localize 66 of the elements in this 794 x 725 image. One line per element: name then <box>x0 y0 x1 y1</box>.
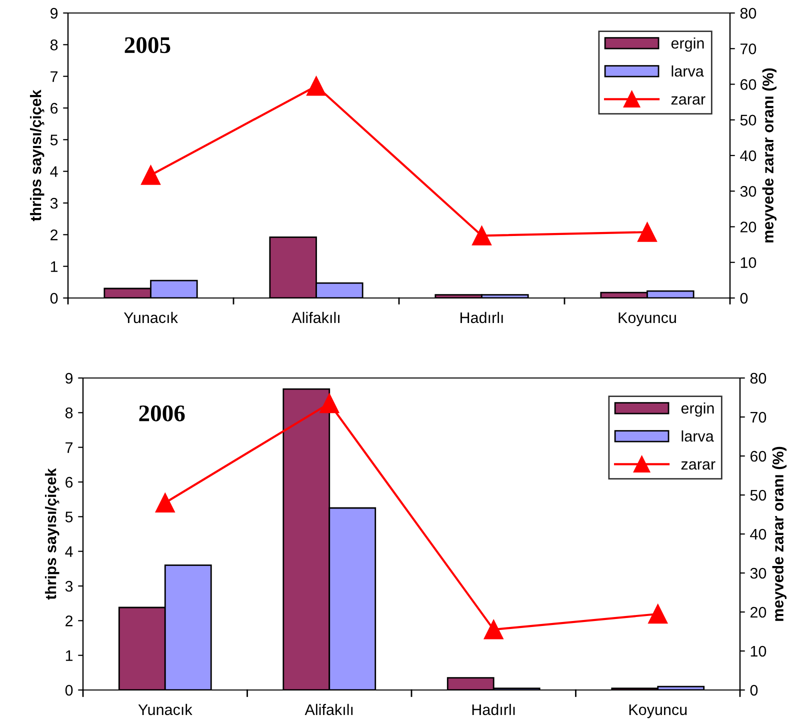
y-tick-label: 7 <box>50 71 58 82</box>
x-tick-label: Yunacık <box>138 704 192 716</box>
y-tick-label: 6 <box>50 102 58 114</box>
y-tick-label: 0 <box>65 684 73 696</box>
y2-axis-title: meyvede zarar oranı (%) <box>762 68 777 242</box>
legend-label: ergin <box>671 37 704 52</box>
point <box>320 394 340 414</box>
text: 2006 <box>139 405 185 422</box>
y2-tick-label: 0 <box>750 684 758 696</box>
y-tick-label: 4 <box>65 546 73 557</box>
point <box>638 222 657 242</box>
y-tick-label: 2 <box>66 616 73 626</box>
y2-tick-label: 60 <box>740 79 756 90</box>
x-tick-label: Alifakılı <box>304 704 353 716</box>
y-tick-label: 1 <box>66 650 73 661</box>
y2-axis-title: meyvede zarar oranı (%) <box>772 446 787 621</box>
legend-label: zarar <box>681 461 716 470</box>
y-tick-label: 4 <box>50 166 58 177</box>
y-tick-label: 8 <box>65 408 73 418</box>
y2-tick-label: 80 <box>750 372 766 384</box>
y-tick-label: 8 <box>50 40 58 50</box>
y2-tick-label: 80 <box>740 8 756 19</box>
y2-tick-label: 30 <box>740 186 756 197</box>
point <box>306 76 326 96</box>
x-tick-label: Koyuncu <box>618 312 676 326</box>
y-axis-title: thrips sayısı/çiçek <box>30 90 44 222</box>
x-tick-label: Yunacık <box>124 312 178 324</box>
legend-label: larva <box>682 430 714 442</box>
y-tick-label: 7 <box>66 442 73 453</box>
y-tick-label: 6 <box>66 476 73 488</box>
y2-tick-label: 0 <box>740 292 748 304</box>
point <box>141 165 160 185</box>
y2-tick-label: 70 <box>750 412 766 423</box>
legend-label: zarar <box>671 96 706 105</box>
y2-tick-label: 20 <box>740 222 756 232</box>
y2-tick-label: 70 <box>740 43 756 54</box>
y2-tick-label: 10 <box>740 257 756 268</box>
point <box>648 604 668 624</box>
y-tick-label: 0 <box>50 292 58 304</box>
y2-tick-label: 20 <box>750 606 766 618</box>
y2-tick-label: 10 <box>750 646 766 657</box>
y-tick-label: 2 <box>50 230 58 240</box>
y-tick-label: 5 <box>50 134 58 146</box>
y-tick-label: 3 <box>50 198 58 209</box>
y-tick-label: 9 <box>66 372 73 384</box>
y-axis-title: thrips sayısı/çiçek <box>44 468 60 600</box>
point <box>484 620 504 640</box>
y-tick-label: 3 <box>65 580 73 592</box>
point <box>155 493 175 513</box>
y2-tick-label: 40 <box>740 150 756 162</box>
y2-tick-label: 30 <box>750 568 766 579</box>
x-tick-label: Koyuncu <box>629 704 687 718</box>
x-tick-label: Hadırlı <box>472 704 515 716</box>
y2-tick-label: 60 <box>750 450 766 462</box>
text: 2005 <box>124 37 170 54</box>
y-tick-label: 5 <box>65 512 73 522</box>
y2-tick-label: 50 <box>750 490 766 501</box>
y2-tick-label: 50 <box>740 114 756 126</box>
y-tick-label: 9 <box>50 8 58 19</box>
x-tick-label: Alifakılı <box>292 312 340 324</box>
y-tick-label: 1 <box>50 261 58 272</box>
point <box>472 226 492 246</box>
legend-label: ergin <box>681 402 714 417</box>
x-tick-label: Hadırlı <box>460 312 503 324</box>
y2-tick-label: 40 <box>750 528 766 540</box>
legend-label: larva <box>672 65 704 77</box>
